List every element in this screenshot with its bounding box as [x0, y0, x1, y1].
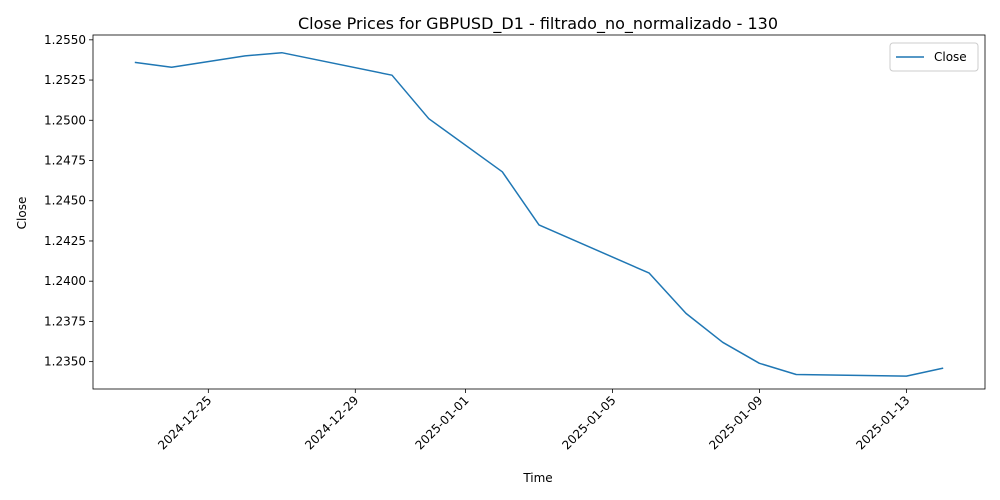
y-axis-label: Close [15, 197, 29, 230]
legend-label: Close [934, 50, 967, 64]
legend-box [889, 42, 979, 72]
x-tick-label: 2024-12-29 [302, 393, 361, 452]
y-tick-label: 1.2350 [44, 355, 86, 369]
y-tick-label: 1.2450 [44, 194, 86, 208]
x-axis-label: Time [522, 471, 552, 485]
chart-title: Close Prices for GBPUSD_D1 - filtrado_no… [298, 14, 778, 34]
y-tick-label: 1.2400 [44, 274, 86, 288]
y-tick-label: 1.2550 [44, 33, 86, 47]
y-tick-label: 1.2525 [44, 73, 86, 87]
x-tick-label: 2025-01-05 [559, 393, 618, 452]
plot-area: 1.2350 1.2375 1.2400 1.2425 1.2450 1.2475 1.25… [44, 33, 986, 452]
x-tick-label: 2025-01-13 [853, 393, 912, 452]
x-tick-label: 2024-12-25 [155, 393, 214, 452]
y-tick-label: 1.2425 [44, 234, 86, 248]
series-line-close [134, 51, 944, 377]
x-tick-label: 2025-01-01 [412, 393, 471, 452]
legend: Close [889, 42, 979, 72]
y-tick-label: 1.2375 [44, 314, 86, 328]
x-tick-label: 2025-01-09 [706, 393, 765, 452]
y-tick-label: 1.2500 [44, 113, 86, 127]
y-tick-label: 1.2475 [44, 154, 86, 168]
plot-frame [92, 34, 986, 390]
